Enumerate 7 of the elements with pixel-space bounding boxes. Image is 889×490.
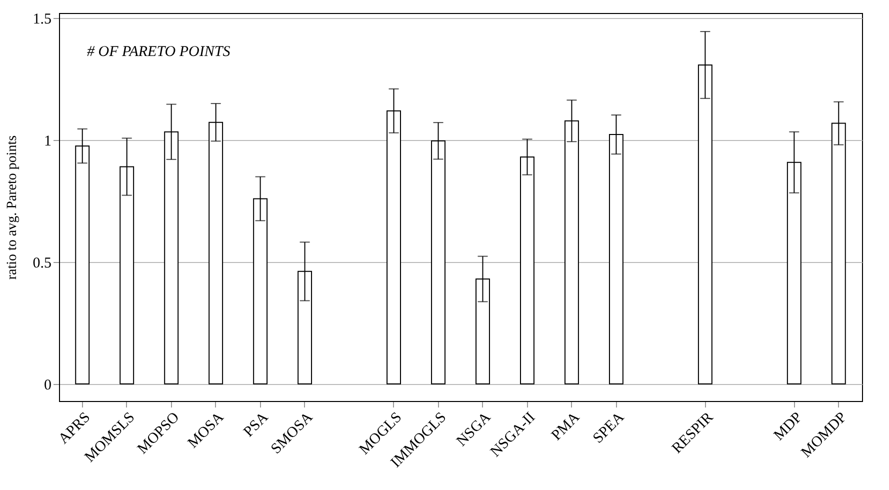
y-tick-label: 0.5 bbox=[32, 255, 52, 272]
annotation: # OF PARETO POINTS bbox=[87, 44, 231, 60]
y-tick-label: 1.5 bbox=[32, 11, 52, 28]
x-tick-label: PSA bbox=[240, 409, 272, 440]
y-axis-title: ratio to avg. Pareto points bbox=[4, 135, 20, 280]
y-tick-label: 0 bbox=[44, 377, 52, 394]
y-tick-label: 1 bbox=[44, 133, 52, 150]
